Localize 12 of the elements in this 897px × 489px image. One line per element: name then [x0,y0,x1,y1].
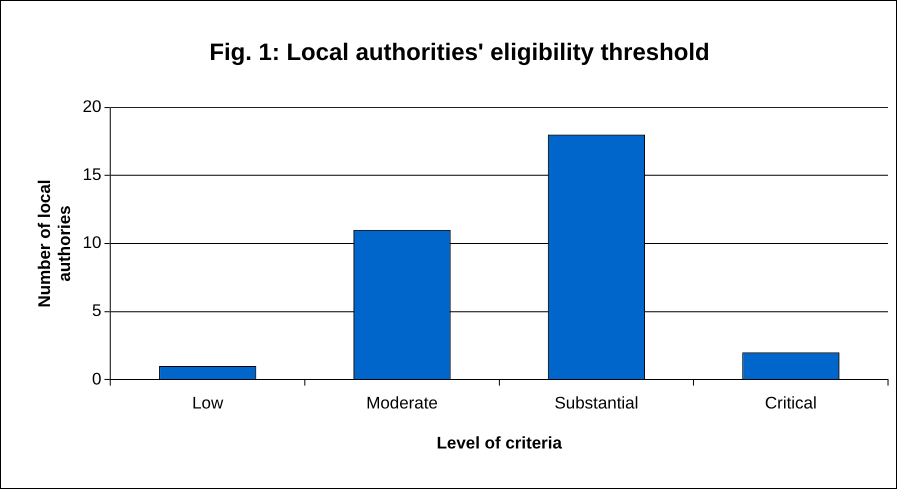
y-tick-label: 0 [92,369,102,388]
x-tick-label: Low [192,393,224,412]
x-tick-label: Moderate [366,393,438,412]
x-tick-label: Critical [764,393,817,412]
y-axis-title: Number of local authories [34,180,74,308]
x-axis-title: Level of criteria [436,434,562,453]
x-tick-label: Substantial [554,393,638,412]
y-tick-label: 15 [82,165,102,184]
y-tick-label: 20 [82,97,102,116]
y-tick-label: 5 [92,301,102,320]
y-tick-label: 10 [82,233,102,252]
chart-title: Fig. 1: Local authorities' eligibility threshold [209,38,710,66]
